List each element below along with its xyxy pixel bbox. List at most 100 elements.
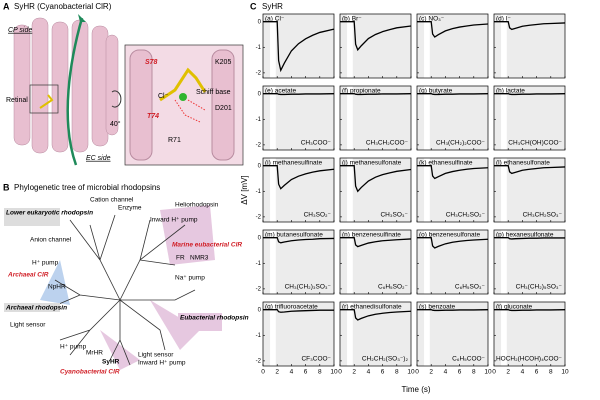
formula: CH₃COO⁻ [301,140,332,147]
plot-title: (r) ethanedisulfonate [342,304,402,311]
plot-title: (l) ethanesulfonate [496,160,550,167]
formula: C₆H₅COO⁻ [452,356,485,363]
tree-label: Cation channel [90,197,134,204]
x-tick-label: 0 [338,369,342,376]
plot-frame [262,85,335,151]
dark-band [501,14,507,78]
plot-title: (c) NO₃⁻ [419,16,445,23]
plot-title: (b) Br⁻ [342,16,362,23]
trace [417,21,489,38]
tree-label: H⁺ pump [32,260,59,267]
plot-title: (a) Cl⁻ [265,16,285,23]
trace [263,93,335,96]
tree-label: SyHR [102,359,120,366]
dark-band [270,302,276,366]
plot-frame [262,301,335,367]
plot-title: (i) methanesulfinate [265,160,322,167]
residue-label: T74 [147,113,159,120]
dark-band [347,14,353,78]
plot-frame [493,85,566,151]
trace [417,93,489,96]
plot-title: (o) benzenesulfonate [419,232,480,239]
dark-band [270,158,276,222]
zoom-box [29,84,59,114]
helix [13,24,31,146]
tree-label: Archaeal ClR [7,272,49,279]
plot-title: (d) I⁻ [496,16,512,23]
trace [494,309,566,312]
dark-band [347,230,353,294]
plot-title: (q) trifluoroacetate [265,304,318,311]
tree-label: Lower eukaryotic rhodopsin [6,210,93,217]
plot-frame [493,157,566,223]
rotate-icon [111,90,122,108]
plot-frame [416,85,489,151]
trace [417,165,489,180]
helix-bundle [13,17,119,154]
tree-label: Light sensor [138,352,174,359]
x-tick-label: 2 [352,369,356,376]
x-tick-label: 6 [458,369,462,376]
helix [51,21,69,153]
dark-band [270,230,276,294]
tree-label: NpHR [48,284,66,291]
formula: CH₂CH₂(SO₃⁻)₂ [362,356,409,363]
ec-label: EC side [86,155,111,162]
helix [211,49,235,161]
trace [340,93,412,96]
x-tick-label: 0 [492,369,496,376]
plot-frame [416,13,489,79]
label-box [4,303,60,312]
plot-title: (j) methanesulfonate [342,160,402,167]
panel-title: Phylogenetic tree of microbial rhodopsin… [14,183,160,192]
y-tick-label: -2 [256,142,262,148]
helix [105,34,119,136]
trace [340,21,412,52]
trace [340,309,412,321]
trace [263,165,335,190]
x-tick-label: 6 [304,369,308,376]
plot-title: (k) ethanesulfinate [419,160,473,167]
x-tick-label: 0 [415,369,419,376]
y-axis-label: ΔV [mV] [240,175,249,204]
plot-frame [339,301,412,367]
y-tick-label: -2 [256,286,262,292]
x-tick-label: 2 [275,369,279,376]
dark-band [270,86,276,150]
dark-band [270,14,276,78]
plot-frame [339,13,412,79]
x-tick-label: 2 [506,369,510,376]
helix [91,25,109,147]
plot-title: (t) gluconate [496,304,533,311]
y-tick-label: 0 [258,163,262,169]
dark-band [424,158,430,222]
trace [494,21,566,31]
y-tick-label: 0 [258,235,262,241]
residue-label: Schiff base [196,89,231,96]
tree-label: Cyanobacterial ClR [60,369,120,376]
retinal-stick [39,94,54,109]
plot-frame [262,229,335,295]
x-tick-label: 4 [521,369,525,376]
tree-label: H⁺ pump [60,344,87,351]
plot-frame [493,301,566,367]
branches [44,214,196,366]
tree-label: Inward H⁺ pump [150,217,198,224]
formula: CH₃SO₂⁻ [304,212,332,219]
trace [494,237,565,240]
helix [31,17,49,154]
trace [340,237,412,248]
panel-title: SyHR [262,2,283,11]
tree-label: NMR3 [190,255,209,262]
helix [129,49,153,161]
helix [71,19,89,153]
x-tick-label: 10 [330,369,338,376]
panel-letter: C [250,1,257,11]
x-tick-label: 8 [472,369,476,376]
angle-label: 40° [110,120,121,128]
retinal-label: Retinal [6,97,28,104]
x-tick-label: 8 [318,369,322,376]
tree-label: Inward H⁺ pump [138,360,186,367]
tree-label: Na⁺ pump [175,275,205,282]
cp-label: CP side [8,27,32,34]
